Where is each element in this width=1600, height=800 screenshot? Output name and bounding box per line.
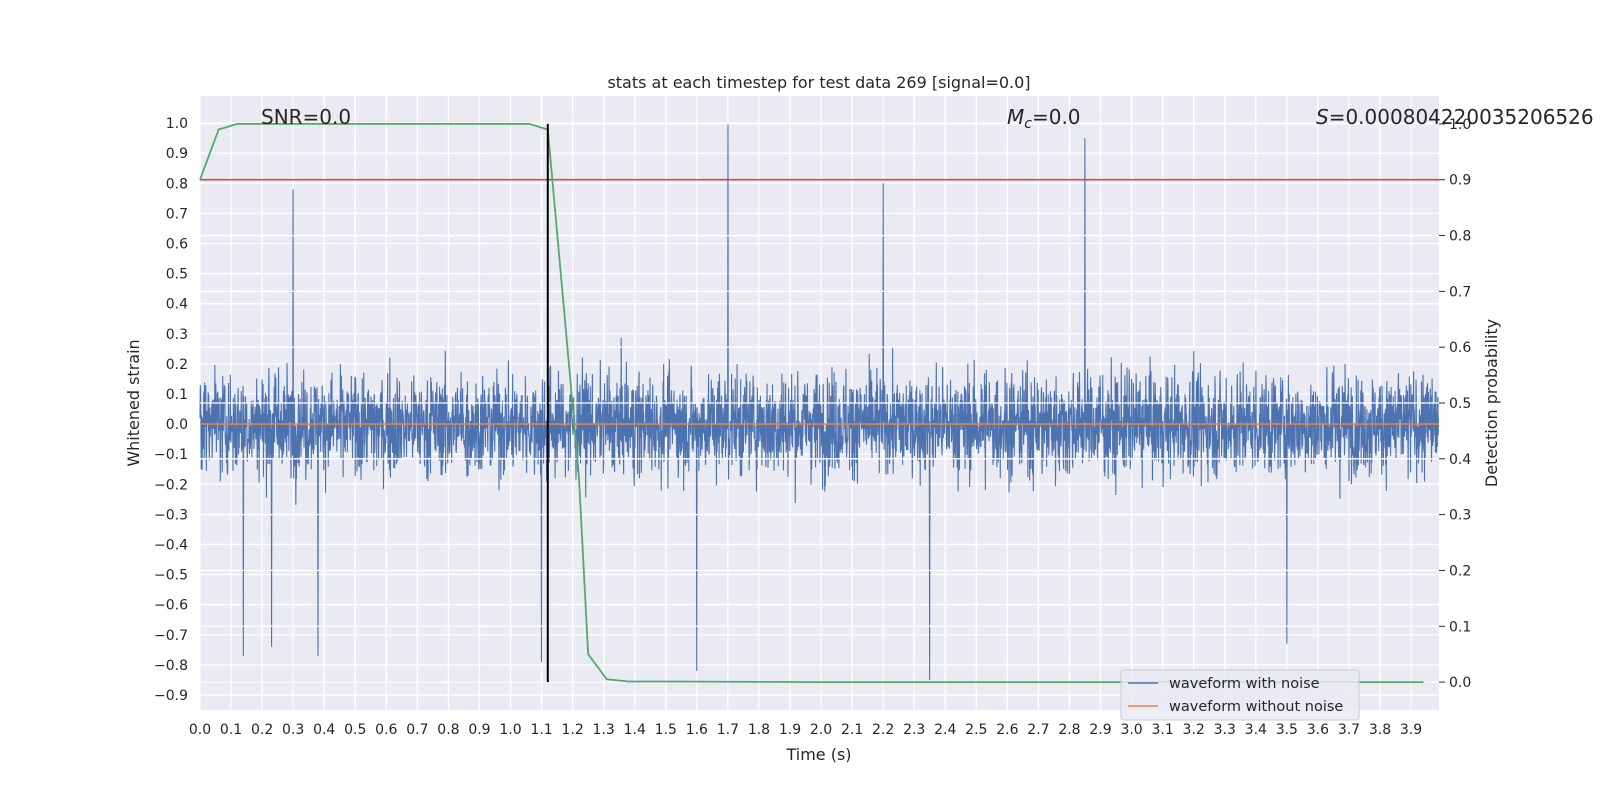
mc-symbol: M <box>1007 105 1024 129</box>
x-tick-label: 0.6 <box>375 722 397 738</box>
series-detection-probability <box>199 123 1424 683</box>
x-tick-label: 0.7 <box>406 722 428 738</box>
s-symbol: S <box>1316 105 1329 129</box>
snr-annotation: SNR=0.0 <box>261 105 351 129</box>
y-tick-label: −0.6 <box>154 598 188 614</box>
x-tick-label: 3.5 <box>1276 722 1298 738</box>
y2-tick-label: 0.9 <box>1449 173 1471 189</box>
x-tick-label: 3.1 <box>1151 722 1173 738</box>
y2-tick-label: 0.6 <box>1449 340 1471 356</box>
x-axis-label: Time (s) <box>785 745 851 764</box>
y-tick-label: 0.2 <box>166 357 188 373</box>
x-tick-label: 2.3 <box>903 722 925 738</box>
x-tick-label: 0.9 <box>468 722 490 738</box>
x-tick-label: 1.3 <box>593 722 615 738</box>
x-tick-label: 0.3 <box>282 722 304 738</box>
x-tick-label: 2.4 <box>934 722 956 738</box>
y-tick-label: 0.8 <box>166 176 188 192</box>
x-tick-label: 0.2 <box>251 722 273 738</box>
y2-tick-label: 0.0 <box>1449 675 1471 691</box>
x-tick-label: 2.2 <box>872 722 894 738</box>
y-tick-label: 0.5 <box>166 267 188 283</box>
y2-tick-label: 1.0 <box>1449 117 1471 133</box>
x-tick-label: 3.4 <box>1245 722 1267 738</box>
y-tick-label: 0.3 <box>166 327 188 343</box>
series-waveform-with-noise <box>199 123 1440 680</box>
x-tick-label: 1.0 <box>499 722 521 738</box>
x-tick-label: 3.8 <box>1369 722 1391 738</box>
x-tick-label: 2.0 <box>810 722 832 738</box>
chart-title: stats at each timestep for test data 269… <box>607 73 1030 92</box>
y2-tick-label: 0.4 <box>1449 452 1471 468</box>
x-tick-label: 3.7 <box>1338 722 1360 738</box>
x-tick-label: 2.8 <box>1058 722 1080 738</box>
y-tick-label: −0.9 <box>154 688 188 704</box>
y2-tick-label: 0.8 <box>1449 229 1471 245</box>
y-tick-label: −0.7 <box>154 628 188 644</box>
mc-subscript: c <box>1024 116 1032 132</box>
data-traces <box>199 123 1440 683</box>
x-tick-label: 0.0 <box>189 722 211 738</box>
y-tick-label: −0.2 <box>154 477 188 493</box>
x-tick-label: 3.9 <box>1400 722 1422 738</box>
x-tick-label: 1.1 <box>530 722 552 738</box>
y-tick-label: −0.4 <box>154 537 188 553</box>
y-tick-label: −0.1 <box>154 447 188 463</box>
x-tick-label: 0.5 <box>344 722 366 738</box>
y2-tick-label: 0.2 <box>1449 563 1471 579</box>
mc-annotation: Mc=0.0 <box>1007 105 1081 132</box>
x-tick-label: 3.6 <box>1307 722 1329 738</box>
s-value: =0.000804220035206526 <box>1329 105 1594 129</box>
x-tick-label: 2.6 <box>996 722 1018 738</box>
legend-label-noise: waveform with noise <box>1169 676 1320 692</box>
s-annotation: S=0.000804220035206526 <box>1316 105 1594 129</box>
x-tick-label: 3.0 <box>1120 722 1142 738</box>
y-tick-label: 0.4 <box>166 297 188 313</box>
y-tick-label: −0.5 <box>154 568 188 584</box>
mc-value: =0.0 <box>1032 105 1081 129</box>
y-tick-label: 0.1 <box>166 387 188 403</box>
legend-label-clean: waveform without noise <box>1169 699 1343 715</box>
x-tick-label: 3.3 <box>1214 722 1236 738</box>
x-tick-label: 1.6 <box>686 722 708 738</box>
x-tick-label: 3.2 <box>1183 722 1205 738</box>
x-tick-label: 2.9 <box>1089 722 1111 738</box>
x-tick-label: 0.1 <box>220 722 242 738</box>
y-tick-label: 0.6 <box>166 236 188 252</box>
x-tick-label: 1.4 <box>624 722 646 738</box>
y-axis-label: Whitened strain <box>124 339 143 466</box>
x-tick-label: 2.5 <box>965 722 987 738</box>
x-tick-label: 0.8 <box>437 722 459 738</box>
y2-tick-label: 0.1 <box>1449 619 1471 635</box>
y2-tick-label: 0.3 <box>1449 508 1471 524</box>
x-tick-label: 2.1 <box>841 722 863 738</box>
x-tick-label: 1.9 <box>779 722 801 738</box>
y2-axis-label: Detection probability <box>1482 319 1501 487</box>
x-tick-label: 1.7 <box>717 722 739 738</box>
x-tick-label: 1.5 <box>655 722 677 738</box>
y-tick-label: 0.9 <box>166 146 188 162</box>
y-tick-label: 1.0 <box>166 116 188 132</box>
y2-tick-label: 0.5 <box>1449 396 1471 412</box>
y-tick-label: −0.3 <box>154 507 188 523</box>
x-tick-label: 2.7 <box>1027 722 1049 738</box>
y2-tick-label: 0.7 <box>1449 284 1471 300</box>
legend: waveform with noise waveform without noi… <box>1120 669 1360 721</box>
y-tick-label: −0.8 <box>154 658 188 674</box>
legend-box <box>1120 669 1360 721</box>
y-tick-label: 0.7 <box>166 206 188 222</box>
y-tick-label: 0.0 <box>166 417 188 433</box>
x-tick-label: 1.8 <box>748 722 770 738</box>
x-tick-label: 0.4 <box>313 722 335 738</box>
x-tick-label: 1.2 <box>561 722 583 738</box>
axis-ticks: 0.0 0.1 0.2 0.3 0.4 0.5 0.6 0.7 0.8 0.9 1.0 1.1 1.2 1… <box>154 116 1471 738</box>
